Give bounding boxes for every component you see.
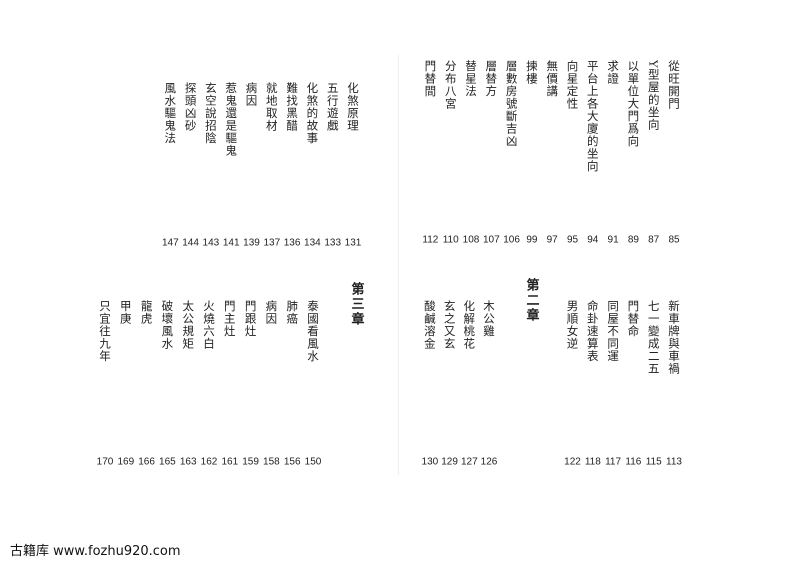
page-number: 166 <box>138 456 155 468</box>
chapter-heading: 第二章 <box>523 278 539 323</box>
entry-title: 病因 <box>244 82 259 107</box>
page-number: 156 <box>283 456 301 468</box>
entry-title: 平台上各大廈的坐向 <box>585 60 600 173</box>
page-number: 115 <box>645 456 662 468</box>
entry-title: 層數房號斷吉凶 <box>504 60 519 148</box>
site-name: 古籍库 <box>10 544 50 559</box>
entry-title: 門替命 <box>626 300 641 338</box>
page-number: 87 <box>648 234 660 246</box>
page-number: 170 <box>96 456 114 468</box>
page-number: 108 <box>462 234 480 246</box>
entry-title: 玄空說招陰 <box>203 82 218 145</box>
chapter-heading: 第三章 <box>348 282 364 327</box>
page-number: 95 <box>566 234 579 246</box>
page-number: 97 <box>546 234 558 246</box>
entry-title: 玄之又玄 <box>442 300 457 350</box>
page-number: 133 <box>324 237 342 249</box>
page-number: 141 <box>222 237 240 249</box>
page-number: 99 <box>526 234 538 246</box>
page-number: 94 <box>587 234 599 246</box>
page-number: 169 <box>117 456 135 468</box>
entry-title: 層替方 <box>484 60 499 98</box>
entry-title: 就地取材 <box>264 82 279 132</box>
page-number: 85 <box>668 234 680 246</box>
page-number: 147 <box>161 237 179 249</box>
entry-title: 分布八宮 <box>443 60 458 110</box>
entry-title: 新車牌與車禍 <box>667 300 681 375</box>
entry-title: 太公規矩 <box>181 300 196 350</box>
page-number: 117 <box>605 456 622 468</box>
entry-title: 難找黑醋 <box>285 82 300 132</box>
gutter <box>398 55 399 475</box>
entry-title: 化解桃花 <box>462 300 477 350</box>
page-number: 163 <box>179 456 197 468</box>
page-number: 158 <box>263 456 280 468</box>
page-number: 137 <box>263 237 281 249</box>
entry-title: 從旺開門 <box>667 60 681 110</box>
entry-title: Y型屋的坐向 <box>646 60 661 132</box>
entry-title: 龍虎 <box>139 300 154 325</box>
entry-title: 病因 <box>264 300 279 325</box>
page-number: 143 <box>202 237 220 249</box>
page-number: 127 <box>460 456 478 468</box>
page-number: 126 <box>480 456 498 468</box>
page-number: 130 <box>421 456 439 468</box>
entry-title: 木公雞 <box>482 300 496 338</box>
entry-title: 同屋不同運 <box>606 300 621 363</box>
entry-title: 命卦速算表 <box>585 300 600 363</box>
page-number: 131 <box>344 237 362 249</box>
entry-title: 替星法 <box>464 60 478 98</box>
entry-title: 七一變成二五 <box>646 300 661 375</box>
page-number: 159 <box>242 456 259 468</box>
footer: 古籍库 www.fozhu920.com <box>10 540 181 559</box>
entry-title: 風水驅鬼法 <box>163 82 178 145</box>
page-number: 162 <box>200 456 218 468</box>
page-number: 118 <box>584 456 601 468</box>
entry-title: 揀樓 <box>524 60 539 85</box>
site-url: www.fozhu920.com <box>53 544 181 559</box>
entry-title: 只宜往九年 <box>98 300 112 363</box>
page-number: 129 <box>441 456 458 468</box>
entry-title: 探頭凶砂 <box>183 82 198 132</box>
entry-title: 五行遊戲 <box>325 82 340 132</box>
page-number: 91 <box>607 234 619 246</box>
entry-title: 化煞的故事 <box>305 82 320 145</box>
entry-title: 惹鬼還是驅鬼 <box>224 82 239 157</box>
entry-title: 男順女逆 <box>565 300 580 350</box>
entry-title: 化煞原理 <box>346 82 360 132</box>
entry-title: 以單位大門爲向 <box>626 60 641 148</box>
page-number: 107 <box>482 234 500 246</box>
entry-title: 甲庚 <box>118 300 133 325</box>
entry-title: 門跟灶 <box>243 300 258 338</box>
page-number: 112 <box>422 234 439 246</box>
entry-title: 門主灶 <box>222 300 237 338</box>
page-number: 139 <box>243 237 260 249</box>
page-number: 144 <box>182 237 199 249</box>
page-number: 106 <box>503 234 520 246</box>
entry-title: 泰國看風水 <box>306 300 320 363</box>
entry-title: 破壞風水 <box>160 300 175 350</box>
page-number: 165 <box>159 456 176 468</box>
entry-title: 酸鹹溶金 <box>422 300 437 350</box>
entry-title: 肺癌 <box>285 300 300 325</box>
page-number: 116 <box>625 456 642 468</box>
page-number: 122 <box>564 456 581 468</box>
page-number: 134 <box>304 237 321 249</box>
page-number: 161 <box>221 456 239 468</box>
page-number: 89 <box>627 234 639 246</box>
entry-title: 門替間 <box>423 60 438 98</box>
page-number: 113 <box>666 456 682 468</box>
page-number: 150 <box>304 456 322 468</box>
entry-title: 求證 <box>606 60 621 85</box>
entry-title: 無價講 <box>545 60 560 98</box>
entry-title: 火燒六白 <box>202 300 216 350</box>
page-number: 136 <box>283 237 301 249</box>
page-number: 110 <box>442 234 459 246</box>
entry-title: 向星定性 <box>565 60 580 110</box>
